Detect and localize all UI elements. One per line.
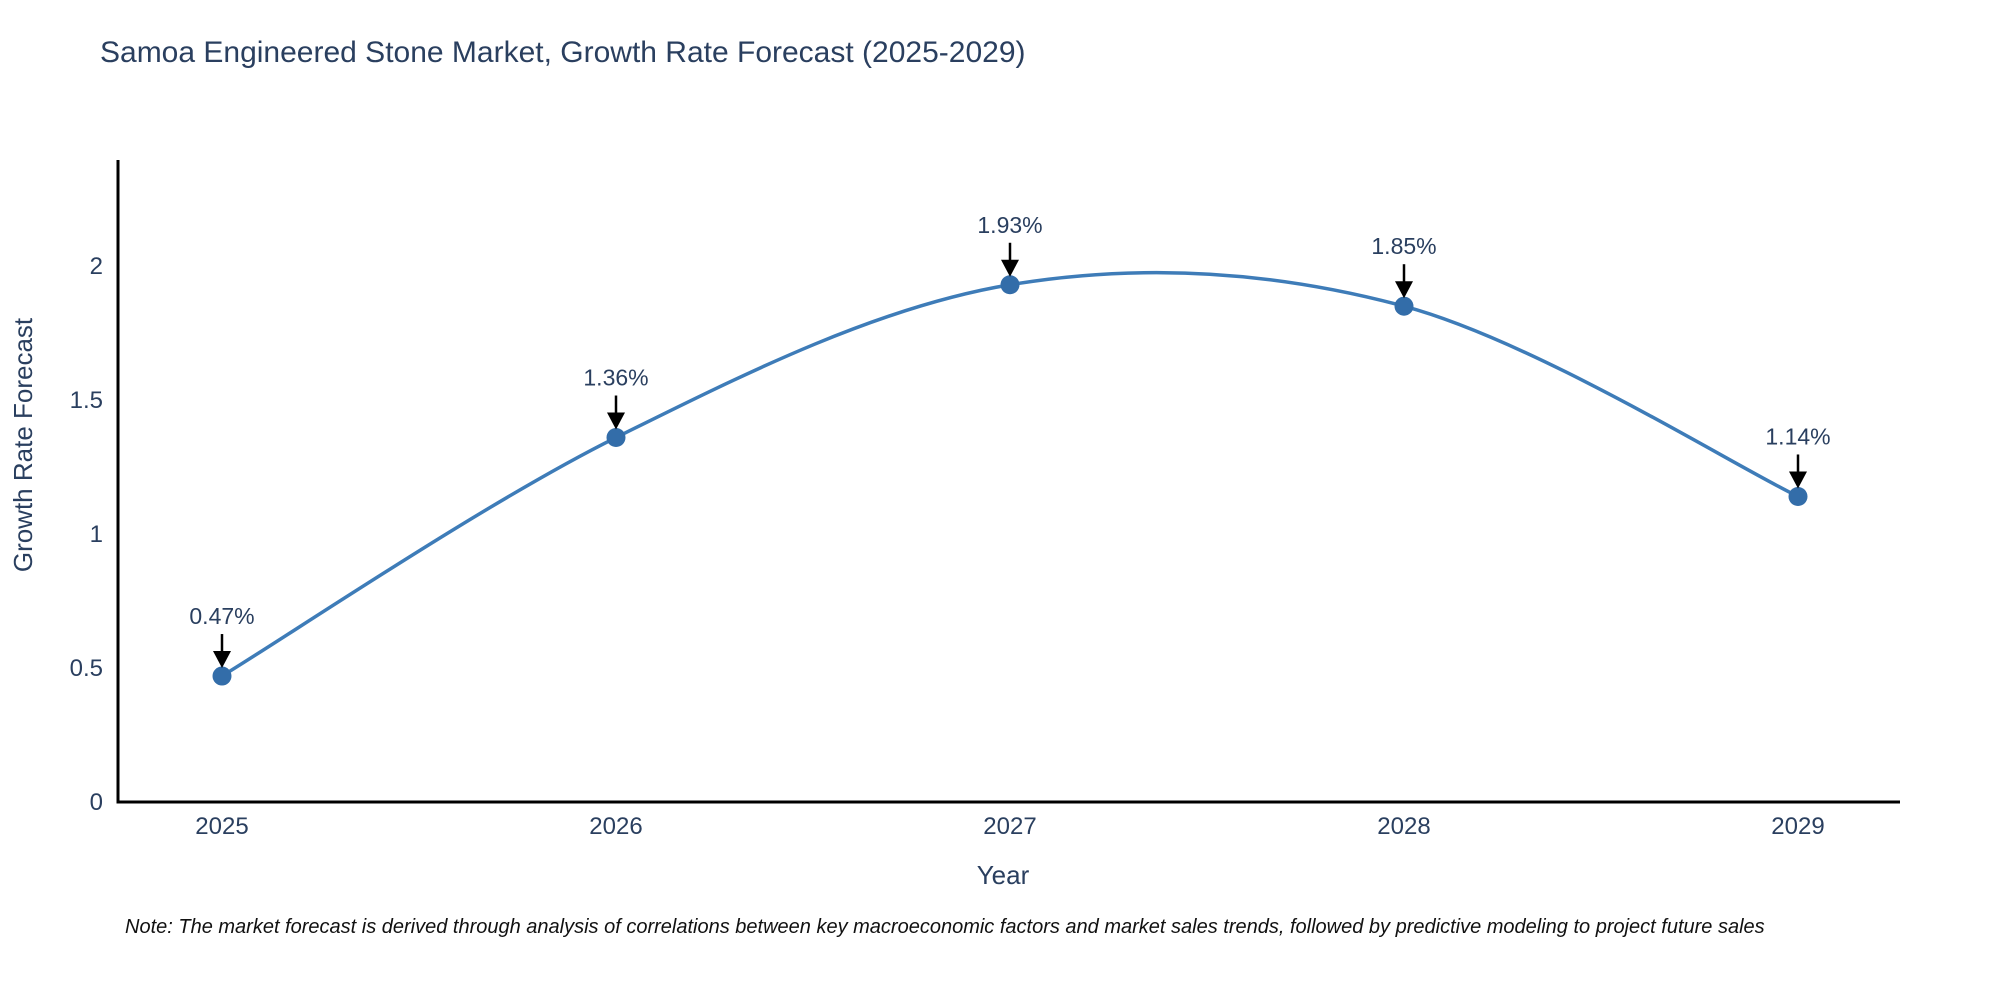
annotation-arrow-head-icon bbox=[607, 412, 625, 430]
y-axis-title: Growth Rate Forecast bbox=[8, 317, 38, 572]
point-value-label: 1.14% bbox=[1765, 423, 1830, 449]
point-value-label: 1.85% bbox=[1371, 233, 1436, 259]
y-tick-label: 0 bbox=[90, 789, 103, 816]
data-point-marker[interactable] bbox=[1788, 486, 1808, 506]
y-tick-label: 2 bbox=[90, 253, 103, 280]
point-value-label: 0.47% bbox=[189, 603, 254, 629]
footnote: Note: The market forecast is derived thr… bbox=[125, 916, 1765, 938]
data-point-marker[interactable] bbox=[212, 666, 232, 686]
y-tick-label: 1 bbox=[90, 521, 103, 548]
annotation-arrow-head-icon bbox=[1395, 281, 1413, 299]
y-tick-label: 0.5 bbox=[70, 655, 103, 682]
x-tick-label: 2026 bbox=[589, 813, 642, 840]
y-tick-label: 1.5 bbox=[70, 387, 103, 414]
annotation-arrow-head-icon bbox=[1789, 471, 1807, 489]
point-value-label: 1.36% bbox=[583, 365, 648, 391]
x-axis-title: Year bbox=[977, 860, 1030, 890]
annotation-arrow-head-icon bbox=[213, 651, 231, 669]
x-tick-label: 2028 bbox=[1377, 813, 1430, 840]
data-point-marker[interactable] bbox=[1394, 296, 1414, 316]
data-point-marker[interactable] bbox=[606, 428, 626, 448]
chart-title: Samoa Engineered Stone Market, Growth Ra… bbox=[100, 36, 1026, 69]
forecast-spline-line bbox=[220, 270, 1800, 678]
point-value-label: 1.93% bbox=[977, 212, 1042, 238]
x-tick-label: 2027 bbox=[983, 813, 1036, 840]
annotation-arrow-head-icon bbox=[1001, 259, 1019, 277]
x-tick-label: 2025 bbox=[195, 813, 248, 840]
data-point-marker[interactable] bbox=[1000, 275, 1020, 295]
x-tick-label: 2029 bbox=[1771, 813, 1824, 840]
